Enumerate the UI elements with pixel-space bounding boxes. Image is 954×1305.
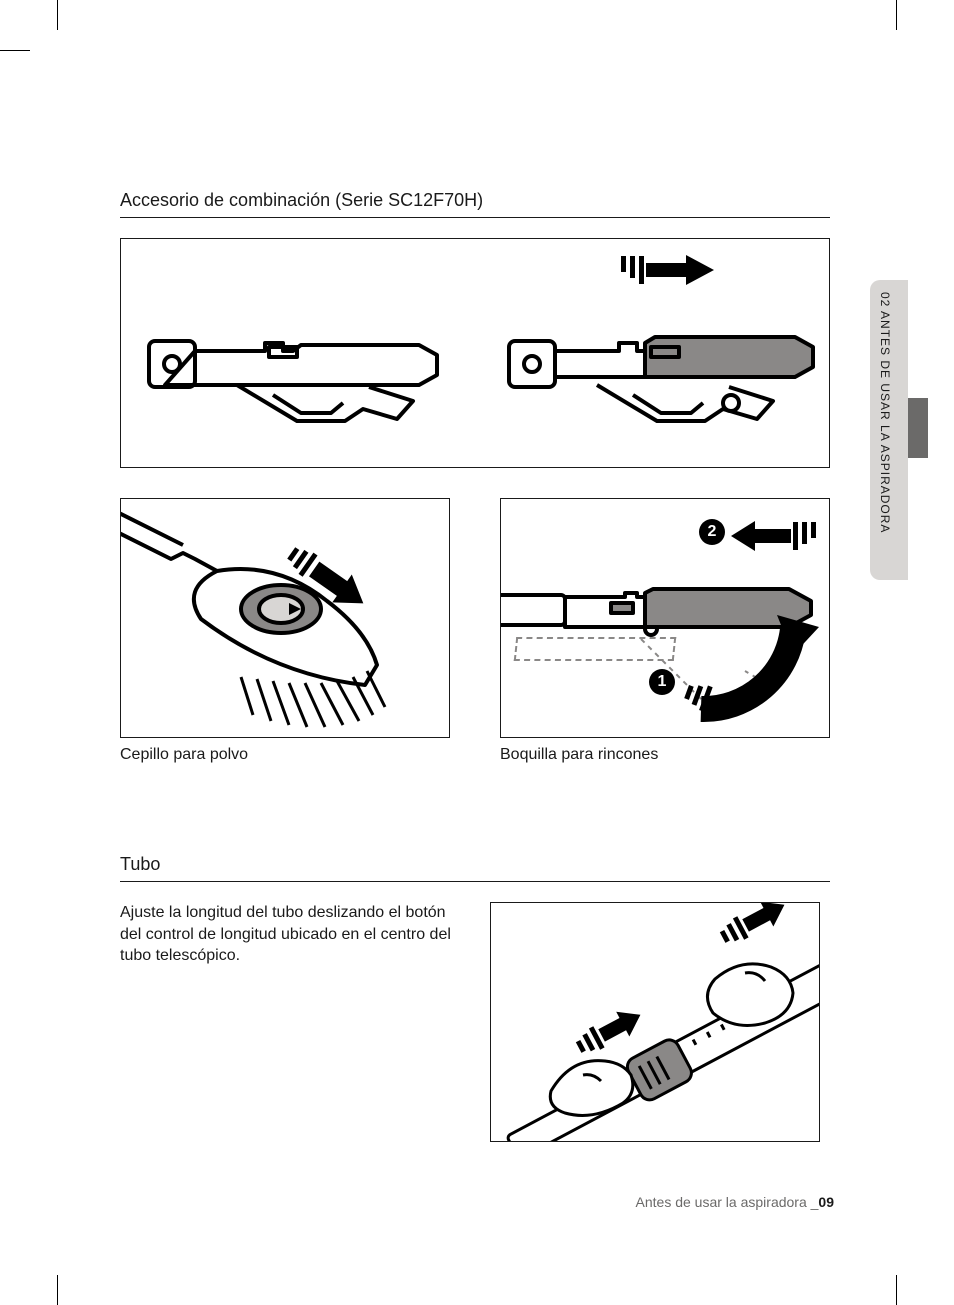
tubo-heading: Tubo: [120, 854, 830, 882]
nozzle-extended-illustration: [501, 299, 821, 439]
extend-arrow-icon: [621, 255, 714, 285]
nozzle-line-illustration: [141, 299, 441, 439]
dust-brush-figure: [120, 498, 450, 738]
crop-mark: [0, 50, 30, 51]
tubo-figure: [490, 902, 820, 1142]
step-2-marker: 2: [699, 519, 725, 545]
page-content: Accesorio de combinación (Serie SC12F70H…: [120, 190, 830, 1142]
crevice-nozzle-panel: 2 1 Boquilla para rincones: [500, 498, 830, 764]
retract-arrow-icon: [731, 521, 816, 551]
side-chapter-tab: 02 ANTES DE USAR LA ASPIRADORA: [870, 280, 908, 580]
dust-brush-panel: Cepillo para polvo: [120, 498, 450, 764]
dust-brush-caption: Cepillo para polvo: [120, 746, 450, 764]
tubo-section: Tubo Ajuste la longitud del tubo desliza…: [120, 854, 830, 1142]
accessory-top-figure: [120, 238, 830, 468]
crevice-nozzle-caption: Boquilla para rincones: [500, 746, 830, 764]
crop-mark: [896, 1275, 897, 1305]
footer-page-number: 09: [818, 1194, 834, 1210]
tubo-body-text: Ajuste la longitud del tubo deslizando e…: [120, 902, 470, 1142]
step-1-marker: 1: [649, 669, 675, 695]
crevice-nozzle-figure: 2 1: [500, 498, 830, 738]
accessory-row-2: Cepillo para polvo: [120, 498, 830, 764]
crop-mark: [896, 0, 897, 30]
accessory-heading: Accesorio de combinación (Serie SC12F70H…: [120, 190, 830, 218]
crop-mark: [57, 1275, 58, 1305]
page-footer: Antes de usar la aspiradora _09: [636, 1194, 834, 1210]
crop-mark: [57, 0, 58, 30]
footer-text: Antes de usar la aspiradora _: [636, 1194, 819, 1210]
side-tab-label: 02 ANTES DE USAR LA ASPIRADORA: [878, 292, 892, 533]
side-tab-marker: [908, 398, 928, 458]
